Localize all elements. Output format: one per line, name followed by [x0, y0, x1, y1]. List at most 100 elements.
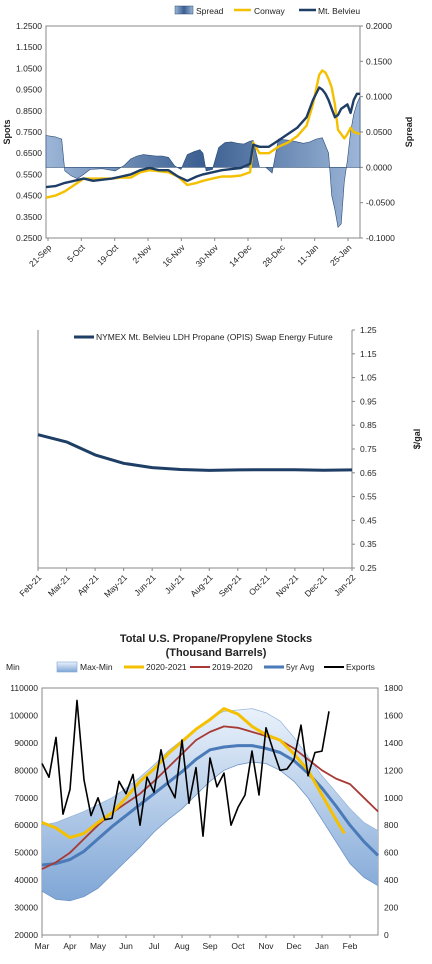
x-tick-label: Nov — [258, 941, 274, 951]
x-tick-label: Sep — [202, 941, 217, 951]
y-tick-label: 90000 — [14, 738, 38, 748]
y2-tick-label: 0.55 — [360, 492, 377, 502]
spread-chart: 1.2500 1.1500 1.0500 0.9500 0.8500 0.7500 0.65… — [2, 5, 414, 269]
legend-label-max-min: Max-Min — [80, 662, 113, 672]
y2-tick-label: 0 — [384, 930, 389, 940]
y2-tick-label: 0.1500 — [366, 56, 392, 66]
x-tick-label: Oct-21 — [247, 572, 272, 597]
y-tick-label: 30000 — [14, 903, 38, 913]
y-tick-label: 0.2500 — [16, 233, 42, 243]
x-tick-label: Apr — [63, 941, 76, 951]
y2-tick-label: 1600 — [384, 710, 403, 720]
y-tick-label: 80000 — [14, 765, 38, 775]
y2-tick-label: 400 — [384, 875, 398, 885]
five-yr-avg-line — [41, 744, 380, 867]
y2-tick-label: 0.25 — [360, 563, 377, 573]
x-tick-label: Nov-21 — [274, 572, 301, 599]
y2-tick-label: 1200 — [384, 765, 403, 775]
y-tick-label: 0.7500 — [16, 127, 42, 137]
x-tick-label: 11-Jan — [295, 242, 320, 267]
y-tick-label: 1.1500 — [16, 42, 42, 52]
chart-subtitle: (Thousand Barrels) — [166, 647, 267, 659]
x-tick-label: Sep-21 — [217, 572, 244, 599]
line-2019-2020 — [41, 725, 379, 870]
x-tick-label: 25-Jan — [328, 242, 354, 268]
y2-tick-label: 0.75 — [360, 444, 377, 454]
legend-swatch-max-min — [56, 661, 78, 673]
y2-tick-label: 0.35 — [360, 539, 377, 549]
y-tick-label: 0.5500 — [16, 169, 42, 179]
x-tick-label: Jan — [315, 941, 329, 951]
legend-label-swap-future: NYMEX Mt. Belvieu LDH Propane (OPIS) Swa… — [96, 332, 333, 342]
plot-frame — [45, 25, 361, 239]
y-tick-label: 0.9500 — [16, 85, 42, 95]
spread-area — [45, 96, 361, 229]
x-tick-label: Jul — [149, 941, 160, 951]
x-tick-label: Mar — [35, 941, 50, 951]
y2-tick-label: 0.85 — [360, 420, 377, 430]
x-tick-label: May-21 — [102, 572, 129, 599]
conway-line — [45, 69, 361, 199]
y2-tick-label: 1000 — [384, 793, 403, 803]
legend-label-2019-2020: 2019-2020 — [212, 662, 253, 672]
y2-tick-label: 1.25 — [360, 325, 377, 335]
y2-tick-label: 0.65 — [360, 468, 377, 478]
legend-label-spread: Spread — [196, 6, 224, 16]
line-2020-2021 — [41, 707, 346, 840]
mt-belvieu-line — [45, 86, 360, 189]
y2-axis-label: Spread — [404, 117, 414, 148]
y-tick-label: 20000 — [14, 930, 38, 940]
y2-tick-label: 0.45 — [360, 515, 377, 525]
x-tick-label: Aug — [174, 941, 189, 951]
y-tick-label: 70000 — [14, 793, 38, 803]
x-tick-label: Mar-21 — [46, 572, 72, 598]
swap-futures-chart: 1.25 1.15 1.05 0.95 0.85 0.75 0.65 0.55 0.45 0.35… — [17, 325, 422, 599]
x-tick-label: Jan-22 — [332, 572, 358, 598]
chart-title: Total U.S. Propane/Propylene Stocks — [120, 633, 312, 645]
y2-tick-label: 800 — [384, 820, 398, 830]
y2-tick-label: -0.1000 — [366, 233, 395, 243]
swap-future-line — [37, 433, 353, 472]
x-tick-label: 16-Nov — [160, 242, 187, 269]
y2-tick-label: 1400 — [384, 738, 403, 748]
legend-label-mt-belvieu: Mt. Belvieu — [318, 6, 360, 16]
y-tick-label: 1.0500 — [16, 63, 42, 73]
x-tick-label: Feb — [343, 941, 358, 951]
y2-tick-label: 0.95 — [360, 396, 377, 406]
y-tick-label: 50000 — [14, 848, 38, 858]
y2-tick-label: 0.0500 — [366, 127, 392, 137]
legend-label-5yr-avg: 5yr Avg — [286, 662, 314, 672]
x-tick-label: Jun — [119, 941, 133, 951]
y2-tick-label: 0.2000 — [366, 21, 392, 31]
x-tick-label: 19-Oct — [95, 242, 121, 268]
x-tick-label: 21-Sep — [27, 242, 54, 269]
y2-tick-label: 600 — [384, 848, 398, 858]
y2-tick-label: 1.05 — [360, 373, 377, 383]
y2-tick-label: 0.1000 — [366, 92, 392, 102]
legend-label-conway: Conway — [254, 6, 285, 16]
y-tick-label: 0.6500 — [16, 148, 42, 158]
legend-label-2020-2021: 2020-2021 — [146, 662, 187, 672]
x-tick-label: Feb-21 — [17, 572, 43, 598]
x-tick-label: 28-Dec — [260, 242, 287, 269]
y-tick-label: 100000 — [10, 710, 39, 720]
x-tick-label: 30-Nov — [194, 242, 221, 269]
min-line — [41, 761, 379, 902]
y2-tick-label: 0.0000 — [366, 162, 392, 172]
x-tick-label: Oct — [231, 941, 245, 951]
y-tick-label: 60000 — [14, 820, 38, 830]
propane-stocks-chart: Total U.S. Propane/Propylene Stocks (Thou… — [6, 633, 403, 951]
x-tick-label: Dec-21 — [302, 572, 329, 599]
x-tick-label: Jun-21 — [132, 572, 158, 598]
y-tick-label: 1.2500 — [16, 21, 42, 31]
exports-line — [41, 699, 330, 837]
y2-tick-label: 1.15 — [360, 349, 377, 359]
y-tick-label: 110000 — [10, 683, 38, 693]
y-tick-label: 0.3500 — [16, 212, 42, 222]
y-axis-label: Spots — [2, 119, 12, 144]
x-tick-label: 14-Dec — [227, 242, 254, 269]
x-tick-label: Aug-21 — [188, 572, 215, 599]
x-tick-label: Apr-21 — [75, 572, 100, 597]
y-tick-label: 0.4500 — [16, 191, 42, 201]
legend-label-exports: Exports — [346, 662, 375, 672]
